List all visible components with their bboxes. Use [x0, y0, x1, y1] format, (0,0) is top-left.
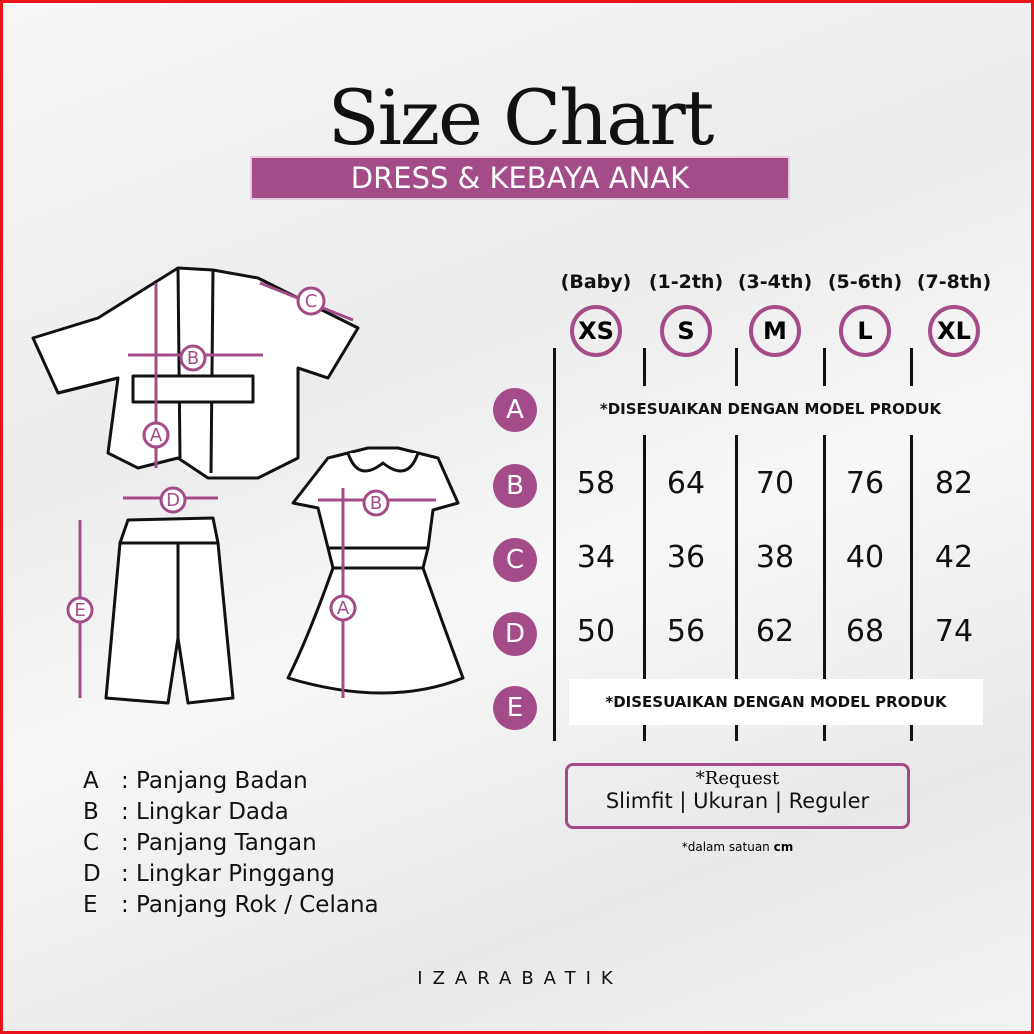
- legend-key: C: [83, 830, 100, 856]
- row-label-e: E: [493, 686, 537, 730]
- size-l: L: [839, 305, 891, 357]
- legend-key: D: [83, 861, 101, 887]
- legend-item-e: E : Panjang Rok / Celana: [83, 892, 379, 918]
- age-5-6: (5-6th): [827, 271, 903, 293]
- legend-item-a: A : Panjang Badan: [83, 768, 308, 794]
- column-divider: [823, 435, 826, 741]
- brand-logo: IZARABATIK: [417, 968, 623, 989]
- size-value: 42: [934, 540, 974, 575]
- size-xl: XL: [928, 305, 980, 357]
- column-divider: [643, 435, 646, 741]
- request-title: *Request: [695, 768, 780, 789]
- legend-item-b: B : Lingkar Dada: [83, 799, 289, 825]
- legend-item-d: D : Lingkar Pinggang: [83, 861, 335, 887]
- row-a-note: *DISESUAIKAN DENGAN MODEL PRODUK: [599, 400, 942, 418]
- size-s: S: [660, 305, 712, 357]
- age-1-2: (1-2th): [648, 271, 724, 293]
- unit-note-unit: cm: [773, 840, 794, 854]
- column-divider: [910, 435, 913, 741]
- size-value: 40: [845, 540, 885, 575]
- legend-key: B: [83, 799, 99, 825]
- dress-drawing: [286, 446, 465, 695]
- size-value: 74: [934, 614, 974, 649]
- size-value: 38: [755, 540, 795, 575]
- legend-label: : Lingkar Dada: [121, 799, 289, 825]
- size-value: 36: [666, 540, 706, 575]
- legend-label: : Panjang Rok / Celana: [121, 892, 379, 918]
- size-value: 82: [934, 466, 974, 501]
- column-divider: [735, 348, 738, 386]
- column-divider: [735, 435, 738, 741]
- diagram-label-c: C: [305, 291, 318, 312]
- table-divider: [553, 348, 556, 741]
- row-e-note: *DISESUAIKAN DENGAN MODEL PRODUK: [569, 679, 983, 725]
- row-label-c: C: [493, 538, 537, 582]
- size-value: 56: [666, 614, 706, 649]
- legend-item-c: C : Panjang Tangan: [83, 830, 317, 856]
- legend-label: : Lingkar Pinggang: [121, 861, 336, 887]
- diagram-label-dress-b: B: [370, 493, 382, 514]
- size-value: 64: [666, 466, 706, 501]
- legend-label: : Panjang Tangan: [121, 830, 317, 856]
- size-value: 50: [576, 614, 616, 649]
- unit-note: *dalam satuan cm: [565, 840, 910, 854]
- size-value: 62: [755, 614, 795, 649]
- request-box: *Request Slimfit | Ukuran | Reguler: [565, 763, 910, 829]
- age-3-4: (3-4th): [737, 271, 813, 293]
- size-m: M: [749, 305, 801, 357]
- request-options: Slimfit | Ukuran | Reguler: [605, 789, 870, 813]
- size-value: 34: [576, 540, 616, 575]
- diagram-label-a: A: [150, 425, 163, 446]
- size-xs: XS: [570, 305, 622, 357]
- row-label-a: A: [493, 388, 537, 432]
- size-value: 76: [845, 466, 885, 501]
- diagram-label-b: B: [187, 348, 199, 369]
- row-label-d: D: [493, 612, 537, 656]
- size-value: 68: [845, 614, 885, 649]
- row-label-b: B: [493, 464, 537, 508]
- subtitle-banner: DRESS & KEBAYA ANAK: [250, 156, 790, 200]
- legend-label: : Panjang Badan: [121, 768, 308, 794]
- age-baby: (Baby): [560, 271, 632, 293]
- diagram-label-d: D: [166, 490, 180, 511]
- column-divider: [823, 348, 826, 386]
- diagram-label-e: E: [74, 600, 85, 621]
- unit-note-text: *dalam satuan: [681, 840, 774, 854]
- age-7-8: (7-8th): [916, 271, 992, 293]
- size-value: 70: [755, 466, 795, 501]
- garment-illustrations: A B C D E B A: [31, 266, 465, 705]
- skirt-drawing: [104, 516, 235, 705]
- page-title: Size Chart: [327, 73, 715, 162]
- legend-key: A: [83, 768, 99, 794]
- size-value: 58: [576, 466, 616, 501]
- column-divider: [643, 348, 646, 386]
- diagram-label-dress-a: A: [337, 598, 350, 619]
- legend-key: E: [83, 892, 98, 918]
- column-divider: [910, 348, 913, 386]
